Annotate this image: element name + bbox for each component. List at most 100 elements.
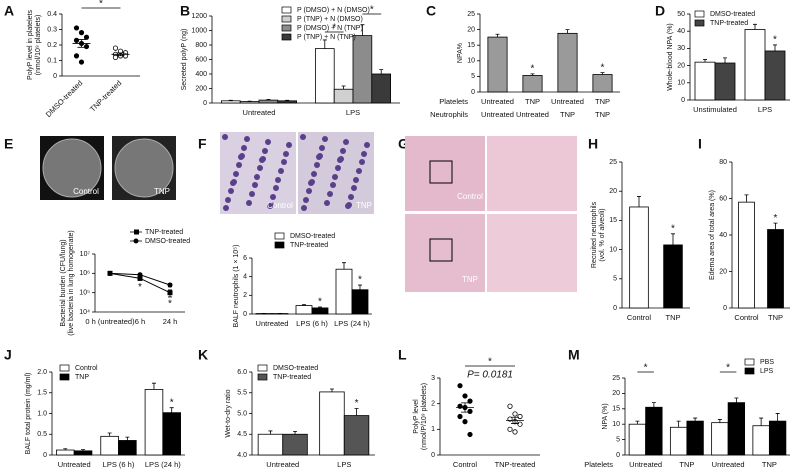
bar [258, 99, 279, 104]
bar [487, 36, 508, 93]
photo-cell [317, 153, 323, 159]
photo-cell [241, 145, 247, 151]
photo-cell [225, 197, 231, 203]
point [112, 45, 119, 51]
error-bar [773, 222, 778, 230]
photo-cell [348, 194, 354, 200]
photo-cell [327, 191, 333, 197]
bar [522, 75, 543, 93]
error-bar [637, 196, 641, 207]
bar [311, 307, 329, 315]
panel-letter: H [588, 136, 598, 152]
x-tick-label: Untreated [629, 460, 662, 469]
error-bar [651, 402, 656, 408]
error-bar [753, 23, 757, 30]
bar [727, 402, 746, 456]
photo-label: Control [73, 187, 99, 196]
legend-swatch [274, 241, 285, 249]
bar [738, 201, 755, 309]
legend-label: PBS [760, 359, 774, 366]
bracket-label: * [726, 363, 730, 374]
y-tick-label: 6 [243, 255, 247, 262]
y-tick-label: 30 [677, 45, 685, 52]
legend-label: TNP-treated [273, 374, 311, 381]
x-tick-label: TNP [595, 97, 610, 106]
significance: * [138, 282, 142, 293]
photo-cell [340, 148, 346, 154]
x-tick-label: Untreated [481, 97, 514, 106]
bracket-label: * [332, 23, 336, 34]
photo-cell [346, 202, 352, 208]
error-bar [775, 413, 780, 422]
bar [767, 229, 784, 309]
x-tick-label: TNP [679, 473, 694, 474]
x-tick-label: Control [453, 460, 478, 469]
significance: * [671, 223, 675, 234]
point [462, 393, 468, 399]
point [73, 37, 80, 43]
y-tick-label: 5 [613, 276, 617, 283]
error-bar [693, 417, 698, 422]
x-tick-label: Control [627, 313, 652, 322]
x-tick-label: Untreated [266, 460, 299, 469]
y-tick-label: 15 [612, 406, 620, 413]
x-tick-label: Untreated [712, 473, 745, 474]
panel-letter: J [4, 347, 12, 363]
x-tick-label: 0 h (untreated) [85, 317, 135, 326]
y-axis-label: (nmol/10⁹ platelets) [35, 15, 42, 76]
bar [669, 426, 688, 456]
error-bar [600, 72, 605, 75]
bar [239, 101, 260, 104]
row-label: Neutrophils [430, 110, 468, 119]
significance: * [601, 62, 605, 73]
x-tick-label: TNP [525, 97, 540, 106]
x-tick-label: LPS [758, 105, 772, 114]
x-tick-label: LPS [337, 460, 351, 469]
y-axis-label: PolyP level in platelets [27, 10, 34, 80]
photo-cell [275, 177, 281, 183]
y-tick-label: 200 [195, 85, 207, 92]
error-bar [342, 262, 346, 270]
y-tick-label: 0 [723, 305, 727, 312]
bar [343, 415, 370, 456]
bar [592, 74, 613, 93]
y-axis-label: Recruited neutrophils [591, 201, 598, 268]
sem-bar [511, 416, 519, 424]
y-tick-label: 600 [195, 56, 207, 63]
x-tick-label: Untreated [481, 110, 514, 119]
y-tick-label: 1000 [191, 27, 207, 34]
photo-cell [254, 174, 260, 180]
y-tick-label: 0.3 [47, 26, 57, 33]
significance: * [355, 398, 359, 409]
photo-label: TNP [154, 187, 170, 196]
row-label: Platelets [439, 97, 468, 106]
y-tick-label: 20 [467, 26, 475, 33]
y-axis-label: NPA (%) [602, 403, 609, 429]
photo-cell [314, 162, 320, 168]
photo-cell [249, 191, 255, 197]
photo-cell [239, 153, 245, 159]
photo-cell [265, 139, 271, 145]
error-bar [268, 430, 273, 435]
legend-swatch [59, 373, 70, 381]
bar [277, 100, 297, 104]
error-bar [671, 233, 675, 245]
photo-cell [286, 142, 292, 148]
error-bar [676, 420, 681, 428]
photo-cell [222, 134, 228, 140]
legend-label: Control [75, 365, 98, 372]
y-axis-label: (live bacteria in lung homogenate) [68, 230, 75, 335]
photo-cell [270, 194, 276, 200]
panel-letter: D [655, 3, 665, 19]
bar [686, 420, 704, 456]
error-bar [329, 388, 334, 392]
x-tick-label: TNP [560, 110, 575, 119]
legend-swatch [744, 367, 755, 375]
y-tick-label: 5 [616, 436, 620, 443]
bar [629, 206, 649, 309]
significance: * [531, 64, 535, 75]
bar [319, 391, 345, 456]
legend-swatch [257, 373, 268, 381]
y-axis-label: Edema area of total area (%) [709, 190, 716, 280]
x-tick-label: Untreated [58, 460, 91, 469]
